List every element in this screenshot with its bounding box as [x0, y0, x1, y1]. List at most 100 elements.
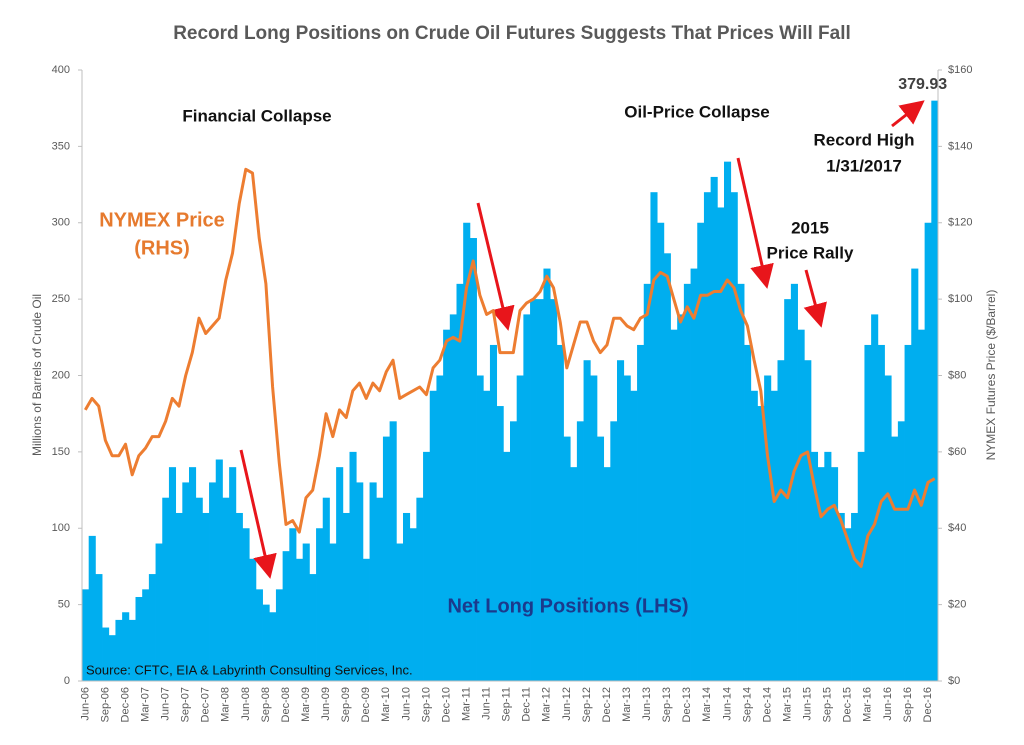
- bar: [777, 360, 785, 681]
- x-tick-label: Sep-13: [661, 687, 673, 722]
- bar: [322, 497, 330, 681]
- x-tick-label: Jun-08: [240, 687, 252, 721]
- x-tick-label: Jun-15: [802, 687, 814, 721]
- bar: [336, 467, 344, 681]
- bar: [349, 451, 357, 681]
- y-tick-label: 200: [52, 369, 70, 381]
- bar: [496, 406, 504, 681]
- bar: [122, 612, 130, 681]
- bar: [82, 589, 90, 681]
- bar: [737, 283, 745, 681]
- bar: [770, 390, 778, 681]
- bar: [108, 635, 116, 681]
- bar: [844, 528, 852, 681]
- bar: [249, 558, 257, 681]
- x-tick-label: Jun-06: [79, 687, 91, 721]
- x-tick-label: Dec-16: [922, 687, 934, 722]
- bar: [209, 482, 217, 681]
- bar: [831, 467, 839, 681]
- bar: [931, 100, 939, 681]
- bar: [817, 467, 825, 681]
- x-tick-label: Jun-13: [641, 687, 653, 721]
- annotation: Financial Collapse: [182, 106, 331, 125]
- x-tick-label: Sep-14: [741, 687, 753, 722]
- bar: [603, 467, 611, 681]
- bar: [510, 421, 518, 681]
- x-tick-label: Dec-06: [119, 687, 131, 722]
- bar: [837, 512, 845, 681]
- x-tick-label: Mar-14: [701, 687, 713, 722]
- bar: [797, 329, 805, 681]
- x-tick-label: Dec-13: [681, 687, 693, 722]
- x-tick-label: Jun-14: [721, 687, 733, 721]
- bar: [175, 512, 183, 681]
- bar: [703, 192, 712, 681]
- y-tick-label: 400: [52, 64, 70, 76]
- bar: [275, 589, 284, 681]
- bar: [851, 512, 859, 681]
- bar: [242, 528, 250, 681]
- bar: [824, 451, 832, 681]
- bar: [904, 344, 912, 681]
- x-tick-label: Sep-12: [581, 687, 593, 722]
- bar: [563, 436, 571, 681]
- bar: [871, 314, 879, 681]
- bar: [409, 528, 417, 681]
- annotation: 2015: [791, 218, 829, 237]
- bar: [576, 421, 584, 681]
- bar: [296, 558, 304, 681]
- bar: [135, 596, 143, 681]
- bar: [536, 299, 544, 681]
- x-tick-label: Dec-10: [440, 687, 452, 722]
- data-label: 379.93: [898, 76, 947, 93]
- annotation: Net Long Positions (LHS): [447, 595, 688, 617]
- bar: [168, 467, 177, 681]
- bar: [764, 375, 772, 681]
- bar: [189, 467, 197, 681]
- bar: [229, 467, 237, 681]
- y-tick-label: 50: [58, 599, 70, 611]
- arrow: [239, 449, 277, 579]
- bar: [88, 535, 96, 681]
- bar: [102, 627, 110, 681]
- y2-tick-label: $160: [948, 64, 972, 76]
- bar: [730, 192, 738, 681]
- y2-tick-label: $60: [948, 446, 966, 458]
- annotation: Price Rally: [767, 243, 854, 262]
- bar: [443, 329, 451, 681]
- bar: [449, 314, 457, 681]
- source: Source: CFTC, EIA & Labyrinth Consulting…: [86, 662, 413, 677]
- bar: [262, 604, 270, 681]
- y2-tick-label: $140: [948, 140, 972, 152]
- y2-tick-label: $20: [948, 599, 966, 611]
- y2-tick-label: $0: [948, 675, 960, 687]
- bar: [590, 375, 598, 681]
- bar: [697, 222, 705, 681]
- bar: [790, 283, 798, 681]
- bar: [362, 558, 370, 681]
- x-tick-label: Dec-15: [842, 687, 854, 722]
- bar: [369, 482, 377, 681]
- bar: [403, 512, 411, 681]
- x-tick-label: Mar-09: [300, 687, 312, 722]
- bar: [717, 207, 725, 681]
- bar: [148, 574, 156, 681]
- bar: [810, 451, 819, 681]
- bar: [469, 238, 477, 681]
- bar: [95, 574, 103, 681]
- x-tick-label: Mar-16: [862, 687, 874, 722]
- bar: [503, 451, 511, 681]
- arrow: [476, 202, 515, 331]
- x-tick-label: Sep-10: [420, 687, 432, 722]
- bar: [550, 299, 558, 681]
- x-tick-label: Jun-07: [160, 687, 172, 721]
- bar: [724, 161, 732, 681]
- bar: [316, 528, 324, 681]
- y-tick-label: 350: [52, 140, 70, 152]
- x-tick-label: Dec-11: [521, 687, 533, 722]
- bar: [255, 589, 263, 681]
- bar: [489, 344, 498, 681]
- bar: [610, 421, 618, 681]
- x-tick-label: Jun-09: [320, 687, 332, 721]
- y-axis-label: Millions of Barrels of Crude Oil: [30, 294, 44, 456]
